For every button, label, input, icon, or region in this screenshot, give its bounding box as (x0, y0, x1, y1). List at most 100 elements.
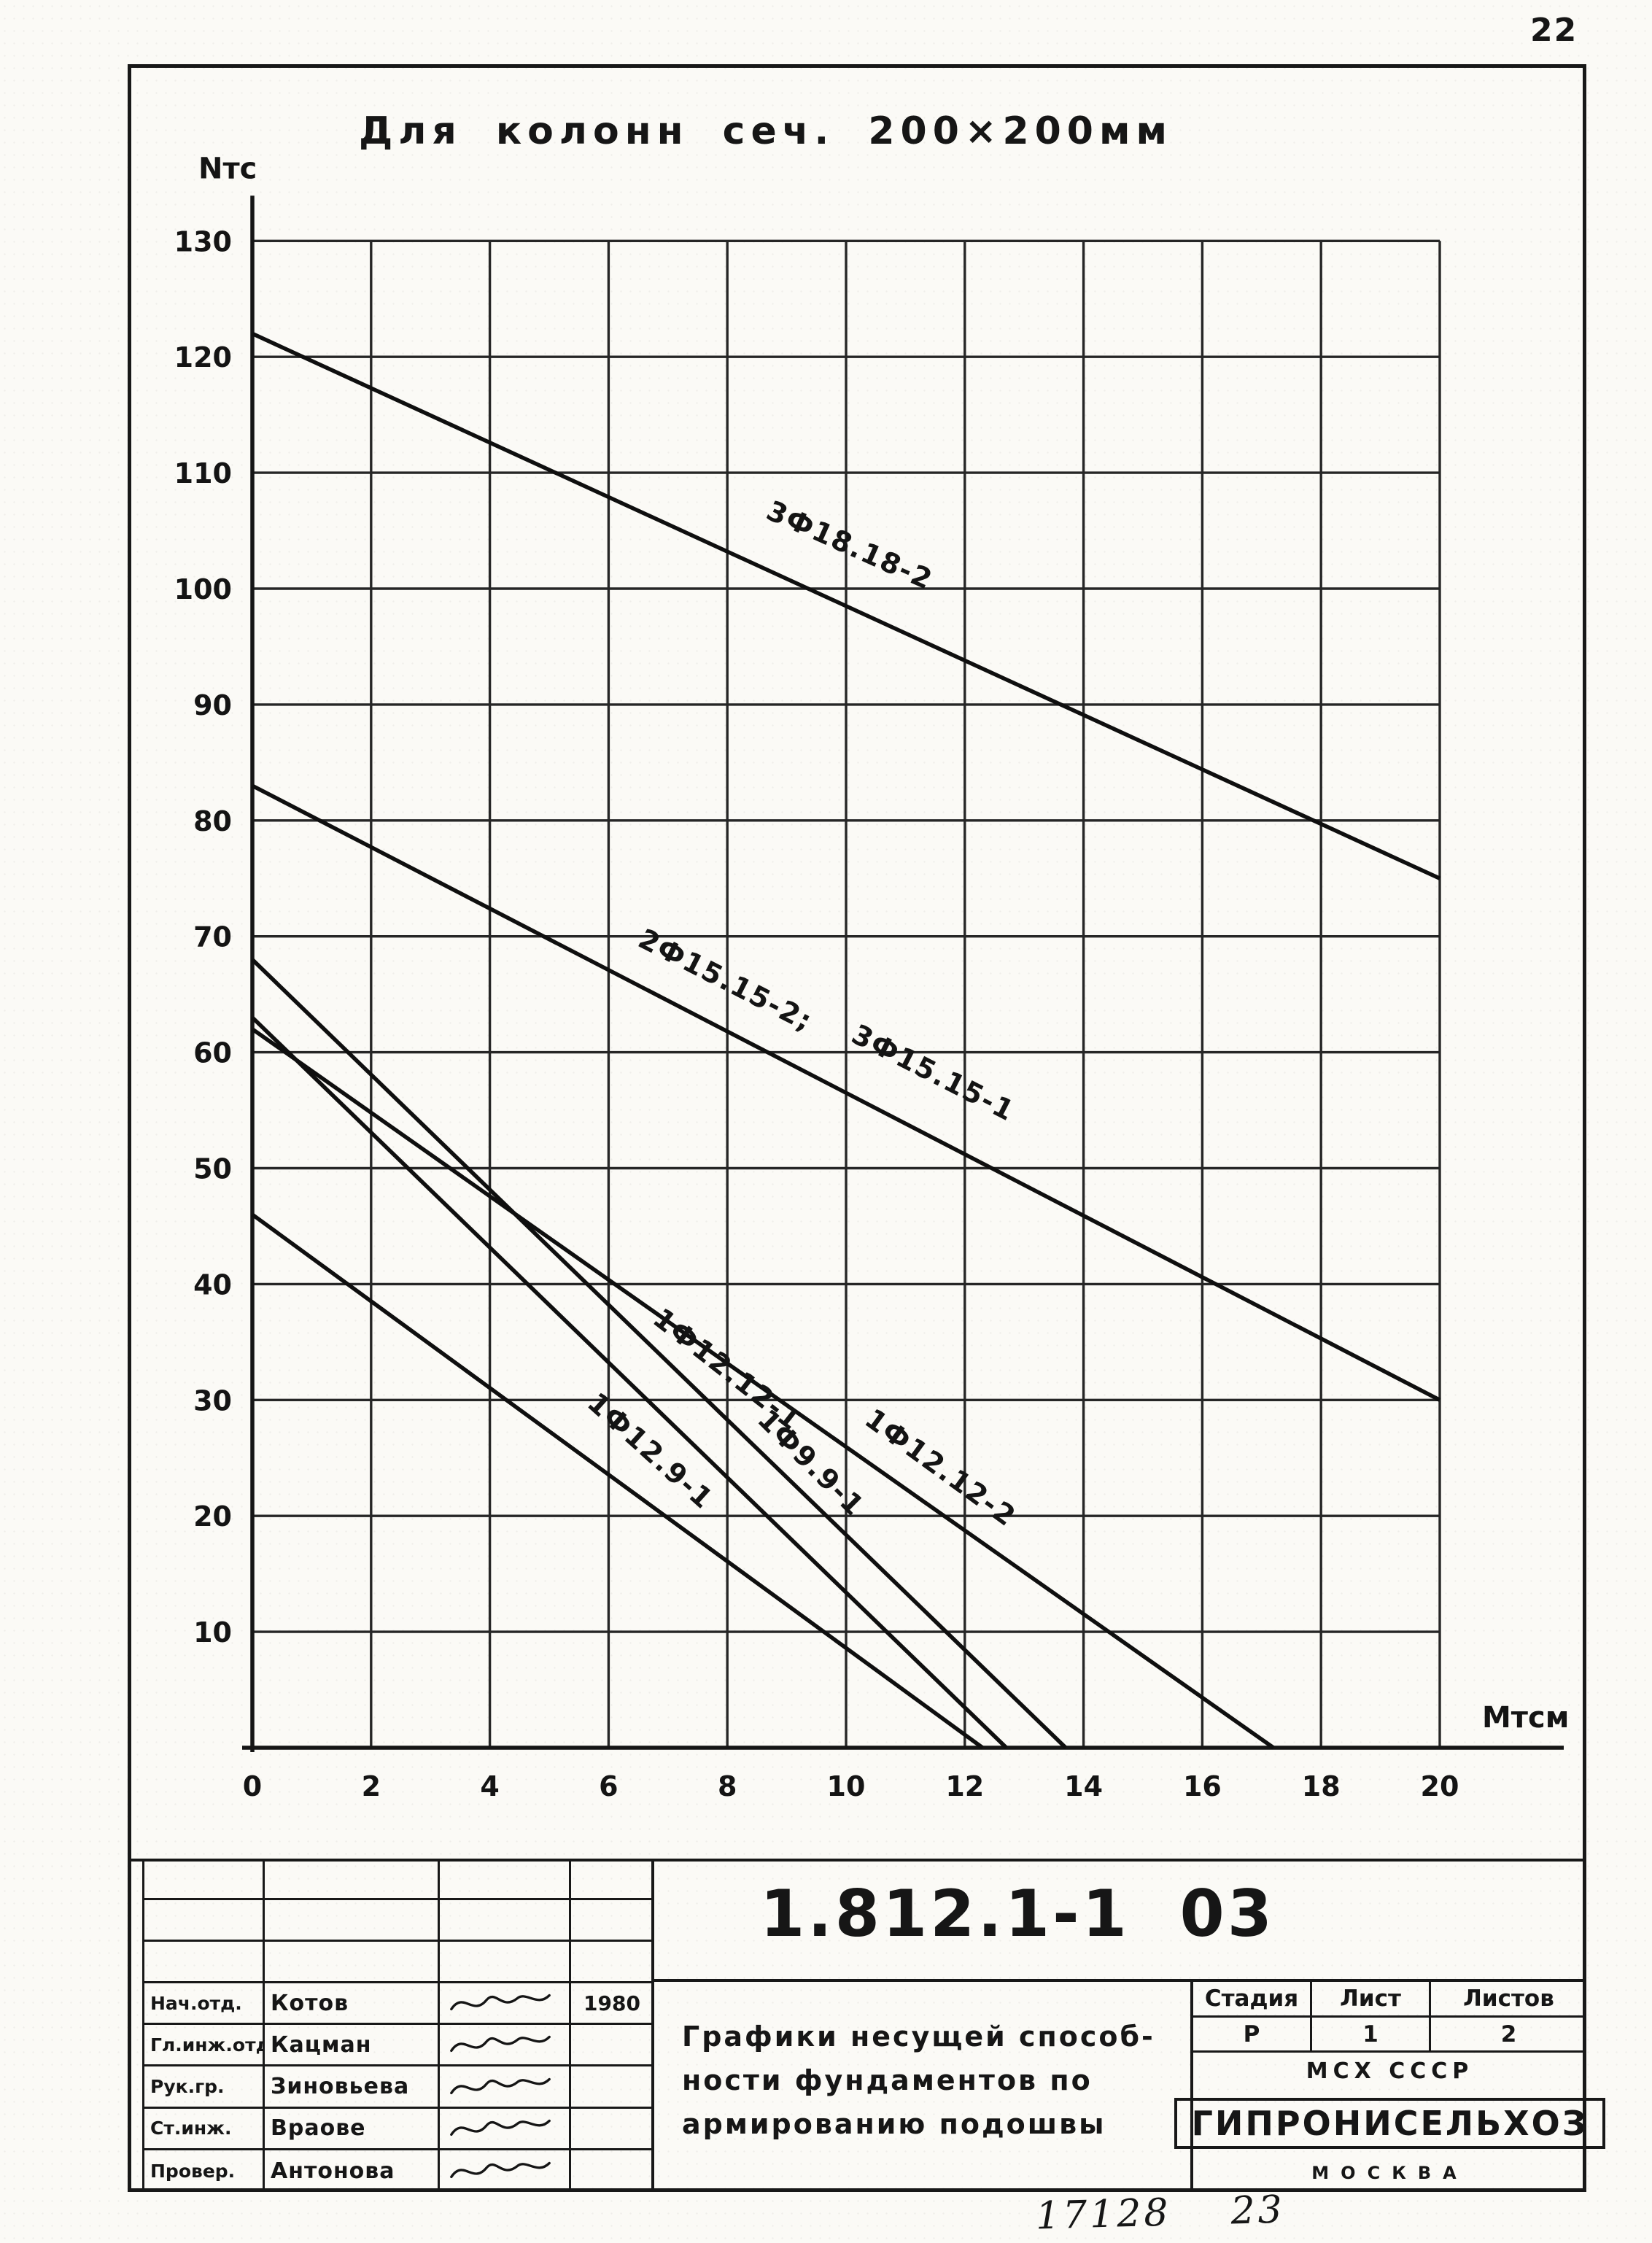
signature-cell (440, 1942, 571, 1982)
y-tick-label: 40 (193, 1268, 232, 1301)
date-cell: 1980 (583, 1991, 640, 2015)
series-line-2 (251, 958, 1068, 1749)
sheets-value: 2 (1431, 2018, 1586, 2053)
date-cell (571, 1859, 653, 1898)
doc-title-line: ности фундаментов по (682, 2064, 1093, 2096)
name-cell: Котов (265, 1983, 440, 2023)
y-tick-label: 130 (174, 225, 232, 257)
chart-title: Для колонн сеч. 200×200мм (359, 109, 1173, 153)
role-cell (144, 1859, 265, 1899)
table-row: Нач.отд. Котов 1980 (144, 1983, 653, 2026)
role-cell (144, 1900, 265, 1940)
name-cell (265, 1859, 440, 1899)
name-cell: Зиновьева (265, 2066, 440, 2107)
doc-title-line: Графики несущей способ- (682, 2021, 1155, 2053)
x-tick-label: 16 (1183, 1770, 1222, 1802)
x-tick-label: 2 (362, 1770, 381, 1802)
y-tick-label: 10 (193, 1616, 232, 1649)
x-tick-label: 0 (243, 1770, 262, 1802)
stamp-rule-vertical-left (651, 1859, 654, 2192)
date-cell (571, 1900, 653, 1940)
y-tick-label: 50 (193, 1153, 232, 1185)
series-line-0 (251, 331, 1441, 880)
series-line-3 (251, 1015, 1008, 1749)
table-row: Рук.гр. Зиновьева (144, 2066, 653, 2109)
signature-scribble (450, 2077, 551, 2094)
signature-table: Нач.отд. Котов 1980 Гл.инж.отд Кацман Рук.гр.… (142, 1859, 653, 2192)
role-cell: Ст.инж. (144, 2108, 265, 2148)
organization-name: ГИПРОНИСЕЛЬХОЗ (1174, 2098, 1606, 2149)
signature-cell (440, 2108, 571, 2148)
name-cell: Враове (265, 2108, 440, 2148)
signature-scribble (450, 1994, 551, 2011)
border-frame (128, 64, 1586, 2192)
table-row: Провер. Антонова (144, 2150, 653, 2192)
series-label: 2Ф15.15-2; (633, 923, 818, 1038)
signature-cell (440, 1900, 571, 1940)
sheet-header: Лист (1312, 1982, 1431, 2018)
y-tick-label: 110 (174, 457, 232, 489)
y-axis-label: Nтс (198, 152, 257, 185)
table-row (144, 1859, 653, 1901)
role-cell: Гл.инж.отд (144, 2025, 265, 2065)
organization-block: МСХ СССР ГИПРОНИСЕЛЬХОЗ МОСКВА (1174, 2056, 1606, 2190)
table-row: Ст.инж. Враове (144, 2108, 653, 2150)
y-tick-label: 120 (174, 341, 232, 373)
sheets-header: Листов (1431, 1982, 1586, 2018)
x-tick-label: 20 (1421, 1770, 1459, 1802)
doc-number: 1.812.1-1 03 (760, 1876, 1275, 1951)
signature-cell (440, 2066, 571, 2107)
signature-scribble (450, 2119, 551, 2136)
document-title: Графики несущей способ- ности фундаменто… (682, 2015, 1155, 2146)
page-number: 22 (1530, 12, 1578, 49)
y-tick-label: 20 (193, 1500, 232, 1533)
y-tick-label: 90 (193, 689, 232, 721)
y-tick-label: 70 (193, 921, 232, 953)
signature-scribble (450, 2036, 551, 2053)
signature-scribble (450, 2162, 551, 2179)
stamp-rule-top (128, 1859, 1586, 1862)
name-cell: Антонова (265, 2150, 440, 2192)
table-row: Гл.инж.отд Кацман (144, 2025, 653, 2067)
name-cell (265, 1900, 440, 1940)
y-tick-label: 80 (193, 805, 232, 837)
date-cell (571, 2025, 653, 2064)
x-tick-label: 18 (1302, 1770, 1341, 1802)
y-tick-label: 100 (174, 573, 232, 605)
x-tick-label: 6 (599, 1770, 618, 1802)
date-cell (571, 2109, 653, 2148)
series-line-1 (251, 783, 1441, 1402)
stage-header: Стадия (1193, 1982, 1312, 2018)
x-tick-label: 14 (1064, 1770, 1103, 1802)
signature-cell (440, 1983, 571, 2023)
date-cell (571, 1942, 653, 1981)
stamp-rule-middle (653, 1979, 1586, 1982)
stage-table: Стадия Лист Листов Р 1 2 (1193, 1982, 1586, 2053)
signature-cell (440, 2025, 571, 2065)
x-axis-label: Мтсм (1482, 1701, 1569, 1735)
series-label: 3Ф15.15-1 (847, 1018, 1020, 1128)
role-cell: Провер. (144, 2150, 265, 2192)
x-tick-label: 10 (827, 1770, 866, 1802)
y-tick-label: 30 (193, 1384, 232, 1417)
role-cell: Нач.отд. (144, 1983, 265, 2023)
name-cell: Кацман (265, 2025, 440, 2065)
table-row (144, 1942, 653, 1984)
x-tick-label: 12 (945, 1770, 984, 1802)
handwritten-note: 17128 23 (1035, 2188, 1286, 2239)
city-label: МОСКВА (1311, 2163, 1468, 2183)
signature-cell (440, 2150, 571, 2192)
y-tick-label: 60 (193, 1037, 232, 1069)
role-cell (144, 1942, 265, 1982)
stamp-rule-vertical-right (1190, 1979, 1193, 2192)
table-row (144, 1900, 653, 1942)
ministry-label: МСХ СССР (1306, 2058, 1474, 2084)
series-line-5 (251, 1212, 984, 1750)
role-cell: Рук.гр. (144, 2066, 265, 2107)
name-cell (265, 1942, 440, 1982)
x-tick-label: 8 (718, 1770, 737, 1802)
doc-title-line: армированию подошвы (682, 2108, 1106, 2140)
x-tick-label: 4 (480, 1770, 499, 1802)
signature-cell (440, 1859, 571, 1899)
